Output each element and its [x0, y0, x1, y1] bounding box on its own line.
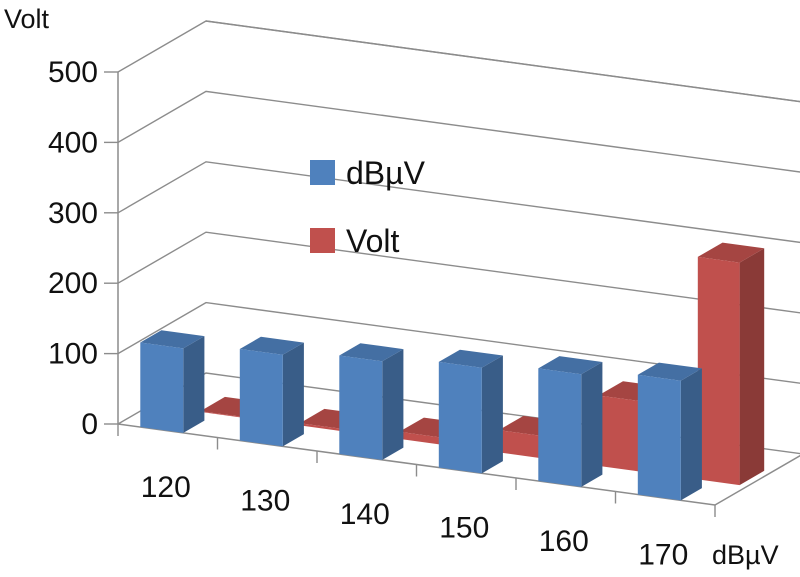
bar-front — [538, 368, 582, 487]
bar-top — [140, 330, 205, 349]
bar-front — [598, 395, 641, 472]
bar-side — [282, 342, 304, 447]
bar-side — [183, 336, 205, 433]
bar-dbuv-150 — [438, 349, 503, 474]
x-axis-label: dBµV — [712, 540, 779, 570]
legend-label-dbuv: dBµV — [346, 155, 426, 191]
y-tick-label: 100 — [48, 338, 98, 371]
bar-side — [382, 349, 404, 460]
gridline — [117, 231, 800, 314]
bar-front — [339, 355, 383, 460]
bar-side — [739, 248, 765, 486]
bar-dbuv-170 — [637, 362, 702, 501]
bar-dbuv-130 — [239, 336, 304, 447]
bar-front — [200, 411, 243, 418]
legend-label-volt: Volt — [346, 223, 399, 259]
bar-front — [438, 361, 482, 474]
x-tick-label: 170 — [638, 538, 688, 571]
y-axis-label: Volt — [4, 4, 50, 34]
x-tick-labels: 120 130 140 150 160 170 — [141, 471, 689, 572]
gridline — [117, 161, 800, 244]
bar-top — [239, 336, 304, 355]
bar-top — [438, 349, 503, 368]
bar-front — [498, 430, 541, 459]
y-tick-labels: 0 100 200 300 400 500 — [48, 56, 98, 441]
bars — [140, 242, 765, 501]
gridline — [117, 20, 800, 103]
x-tick-label: 160 — [539, 525, 589, 558]
y-tick-label: 300 — [48, 197, 98, 230]
bar-front — [239, 349, 283, 447]
bar-front — [697, 256, 740, 486]
x-tick-label: 140 — [340, 498, 390, 531]
x-tick-label: 120 — [141, 471, 191, 504]
bar-volt-170 — [697, 242, 765, 486]
legend-swatch-volt — [310, 228, 335, 253]
gridline — [117, 90, 800, 173]
bar-dbuv-160 — [538, 356, 603, 487]
y-tick-label: 200 — [48, 267, 98, 300]
x-tick-label: 130 — [240, 484, 290, 517]
gridline — [117, 301, 800, 384]
bar-front — [299, 423, 342, 432]
bar-side — [581, 362, 603, 487]
floor-right-edge — [714, 454, 800, 506]
bar-front — [140, 342, 184, 433]
bar-front — [399, 431, 442, 445]
bar-front — [637, 374, 681, 501]
legend-swatch-dbuv — [310, 160, 335, 185]
legend: dBµV Volt — [310, 155, 426, 259]
bar-dbuv-120 — [140, 330, 205, 433]
y-tick-label: 500 — [48, 56, 98, 89]
y-tick-label: 0 — [81, 408, 98, 441]
y-tick-label: 400 — [48, 126, 98, 159]
bar-dbuv-140 — [339, 343, 404, 460]
bar-side — [680, 368, 702, 501]
x-tick-label: 150 — [439, 511, 489, 544]
bar-top — [538, 356, 603, 375]
bar-side — [481, 355, 503, 474]
bar-top — [697, 242, 765, 263]
bar-top — [637, 362, 702, 381]
bar-top — [339, 343, 404, 362]
